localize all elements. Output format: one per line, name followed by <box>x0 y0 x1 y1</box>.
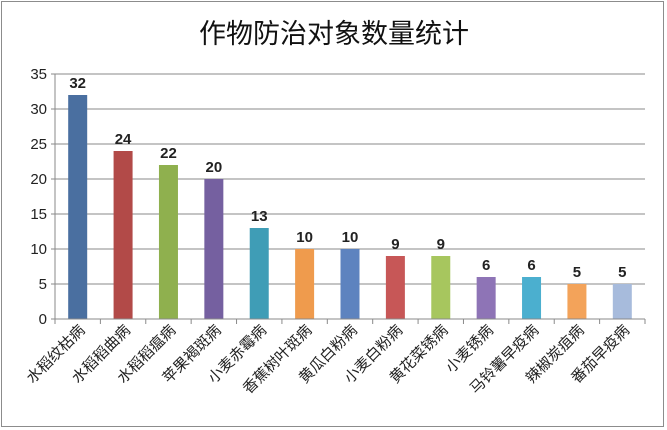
bar <box>340 249 360 319</box>
data-label: 20 <box>206 159 223 176</box>
data-label: 10 <box>296 229 313 246</box>
y-tick-label: 15 <box>30 206 47 223</box>
y-tick-label: 5 <box>39 276 47 293</box>
y-tick-labels: 0 5 10 15 20 25 30 35 <box>30 66 47 328</box>
bar <box>113 151 133 319</box>
data-label: 6 <box>527 257 535 274</box>
bar <box>158 165 178 319</box>
y-tick-label: 20 <box>30 171 47 188</box>
bar <box>431 256 451 319</box>
category-labels: 水稻纹枯病水稻稻曲病水稻稻瘟病苹果褐斑病小麦赤霉病香蕉树叶斑病黄瓜白粉病小麦白粉… <box>23 321 633 397</box>
y-tick-label: 35 <box>30 66 47 83</box>
data-label: 5 <box>618 264 626 281</box>
data-label: 6 <box>482 257 490 274</box>
gridlines <box>55 73 645 285</box>
bar <box>476 277 496 319</box>
bar <box>567 284 587 319</box>
chart-title: 作物防治对象数量统计 <box>199 19 469 50</box>
bar <box>612 284 632 319</box>
data-label: 24 <box>115 131 132 148</box>
axes <box>51 73 646 324</box>
bar <box>249 228 269 319</box>
bar <box>385 256 405 319</box>
y-tick-label: 10 <box>30 241 47 258</box>
data-label: 10 <box>342 229 359 246</box>
data-label: 22 <box>160 145 177 162</box>
bar <box>204 179 224 319</box>
data-labels: 32 24 22 20 13 10 10 9 9 6 6 5 5 <box>69 75 626 281</box>
data-label: 9 <box>391 236 399 253</box>
bars <box>68 95 632 319</box>
data-label: 5 <box>573 264 581 281</box>
data-label: 32 <box>69 75 86 92</box>
bar <box>68 95 88 319</box>
bar <box>522 277 542 319</box>
y-tick-label: 30 <box>30 101 47 118</box>
y-tick-label: 0 <box>39 311 47 328</box>
bar <box>295 249 315 319</box>
data-label: 13 <box>251 208 268 225</box>
y-tick-label: 25 <box>30 136 47 153</box>
data-label: 9 <box>437 236 445 253</box>
